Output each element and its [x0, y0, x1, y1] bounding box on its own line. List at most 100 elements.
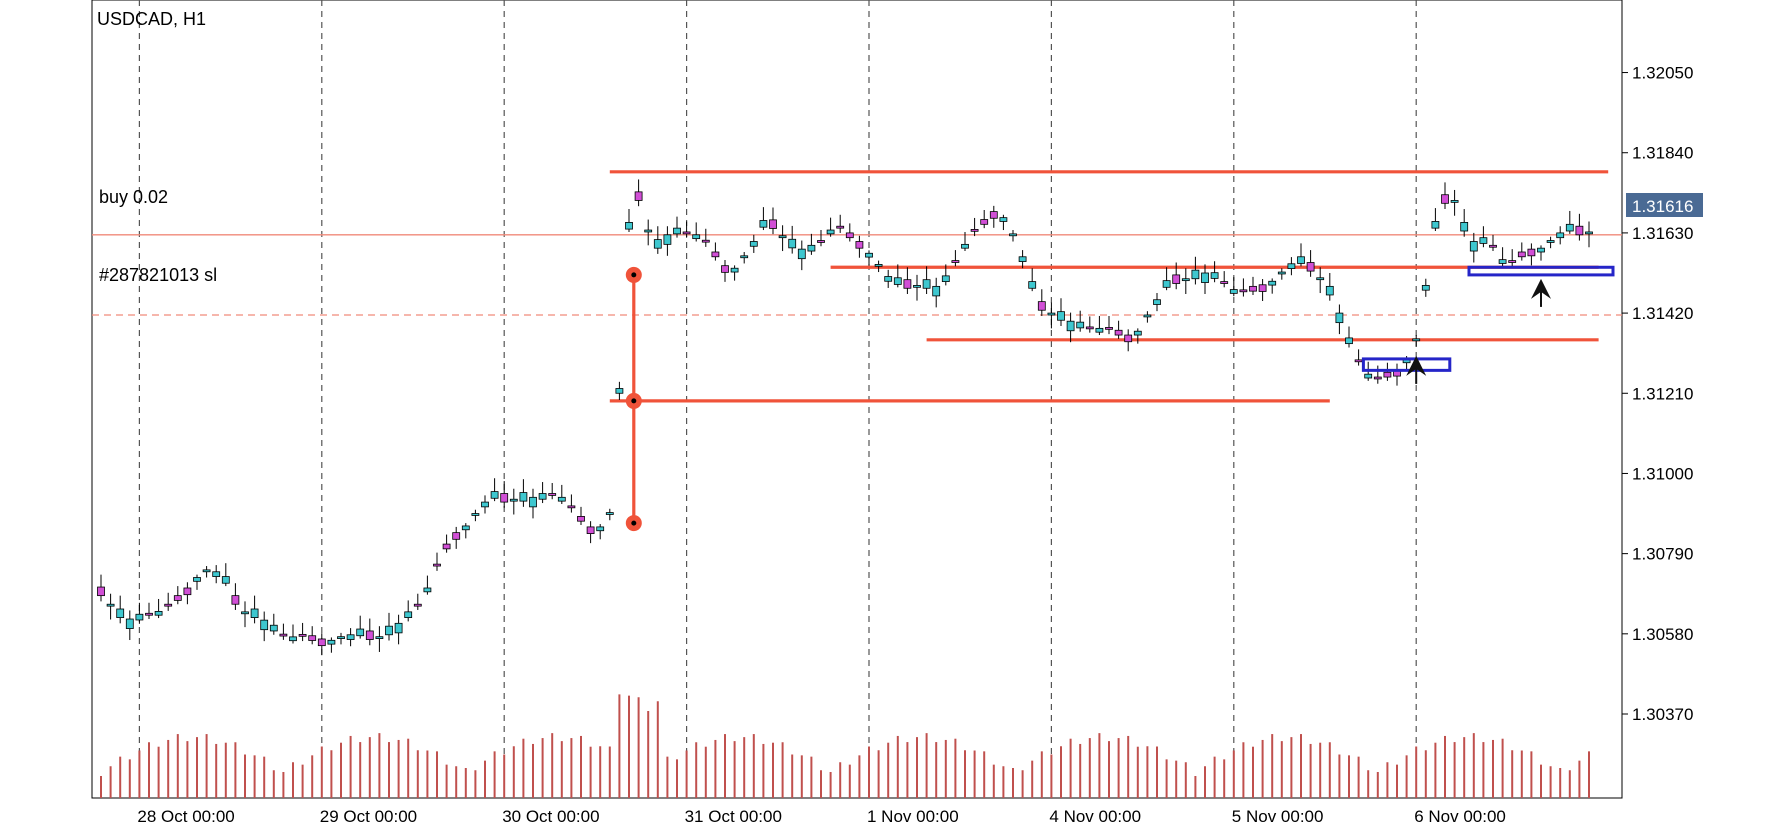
- current-price-text: 1.31616: [1632, 197, 1693, 216]
- horizontal-levels[interactable]: [609, 170, 1609, 403]
- candle-body: [1345, 337, 1353, 345]
- candle-body: [970, 229, 979, 232]
- candle-body: [423, 587, 432, 593]
- y-tick-label: 1.31840: [1632, 144, 1693, 163]
- candle-body: [1316, 277, 1325, 281]
- candle-body: [289, 636, 297, 642]
- candle-body: [164, 603, 173, 607]
- candle-body: [913, 285, 921, 288]
- candle-body: [817, 240, 825, 243]
- candle-body: [1172, 274, 1181, 284]
- candle-body: [1373, 376, 1382, 380]
- candle-body: [135, 613, 144, 621]
- zone-box[interactable]: [1361, 357, 1452, 372]
- candle-body: [298, 633, 307, 637]
- y-tick-label: 1.32050: [1632, 64, 1693, 83]
- candle-body: [346, 634, 355, 640]
- candle-body: [740, 255, 749, 259]
- candle-body: [471, 513, 480, 516]
- x-tick-label: 1 Nov 00:00: [867, 807, 959, 826]
- candle-body: [269, 624, 278, 632]
- measure-tool[interactable]: [625, 266, 642, 532]
- candle-body: [1066, 320, 1075, 332]
- candle-body: [903, 279, 912, 289]
- candle-body: [317, 638, 326, 647]
- candle-body: [989, 211, 998, 219]
- candle-body: [865, 252, 873, 258]
- candle-body: [1585, 231, 1593, 235]
- candle-body: [884, 276, 893, 282]
- candle-body: [231, 595, 240, 605]
- x-tick-label: 31 Oct 00:00: [685, 807, 782, 826]
- candle-body: [1153, 299, 1161, 305]
- candle-body: [433, 563, 441, 567]
- candle-body: [461, 525, 470, 531]
- candle-body: [1297, 256, 1305, 264]
- candle-body: [1565, 223, 1574, 232]
- candle-body: [241, 611, 249, 615]
- candle-body: [1133, 330, 1142, 336]
- candle-body: [586, 526, 595, 534]
- buy-arrow-icon[interactable]: [1406, 355, 1427, 376]
- candle-body: [116, 608, 125, 618]
- candle-body: [701, 239, 710, 243]
- zone-boxes[interactable]: [1361, 265, 1615, 372]
- candle-body: [250, 608, 259, 618]
- candle-body: [893, 277, 902, 285]
- candle-body: [1028, 281, 1037, 289]
- candle-body: [653, 239, 662, 249]
- candle-body: [1498, 259, 1507, 264]
- candle-body: [855, 241, 864, 249]
- candle-body: [644, 229, 653, 233]
- candle-body: [529, 496, 537, 508]
- candle-body: [941, 275, 950, 282]
- candle-body: [1537, 247, 1545, 253]
- candle-body: [922, 279, 931, 289]
- candle-body: [202, 569, 211, 573]
- candle-body: [337, 636, 345, 639]
- time-axis: 28 Oct 00:00 29 Oct 00:00 30 Oct 00:00 31 O…: [137, 807, 1505, 826]
- candle-body: [596, 526, 605, 532]
- sl-order-label: #287821013 sl: [99, 265, 217, 285]
- buy-arrow-icon[interactable]: [1531, 278, 1551, 299]
- candle-body: [577, 516, 585, 522]
- arrow-markers[interactable]: [1406, 278, 1551, 384]
- candle-body: [1479, 237, 1488, 244]
- candle-body: [999, 217, 1008, 222]
- candle-body: [730, 267, 739, 273]
- candle-body: [682, 231, 691, 235]
- y-tick-label: 1.31630: [1632, 224, 1693, 243]
- candle-body: [1057, 311, 1065, 321]
- grid-lines: [138, 0, 1417, 798]
- candle-body: [1412, 338, 1421, 342]
- measure-handle-dot: [631, 520, 637, 526]
- candle-body: [1037, 301, 1046, 311]
- candle-body: [845, 232, 854, 239]
- candle-body: [625, 222, 633, 230]
- candle-body: [797, 248, 806, 260]
- candle-body: [951, 260, 960, 263]
- candle-body: [500, 493, 509, 503]
- candle-body: [1249, 285, 1257, 292]
- candle-body: [634, 191, 643, 201]
- candle-body: [183, 587, 192, 596]
- candle-body: [1489, 244, 1497, 248]
- candle-body: [1527, 248, 1536, 257]
- candle-body: [692, 234, 701, 240]
- y-tick-label: 1.30790: [1632, 545, 1693, 564]
- candle-body: [932, 285, 941, 297]
- volume-histogram: [100, 694, 1590, 798]
- candle-body: [1229, 289, 1238, 294]
- zone-box[interactable]: [1467, 265, 1615, 277]
- candle-body: [605, 512, 614, 515]
- candle-body: [308, 635, 317, 641]
- chart-frame: [91, 0, 1623, 799]
- candle-body: [759, 220, 768, 228]
- candle-body: [980, 219, 989, 225]
- symbol-label: USDCAD, H1: [97, 9, 206, 29]
- candle-body: [1181, 278, 1190, 282]
- current-price-tag: [1626, 193, 1703, 217]
- candle-body: [145, 612, 153, 616]
- candle-body: [769, 219, 777, 229]
